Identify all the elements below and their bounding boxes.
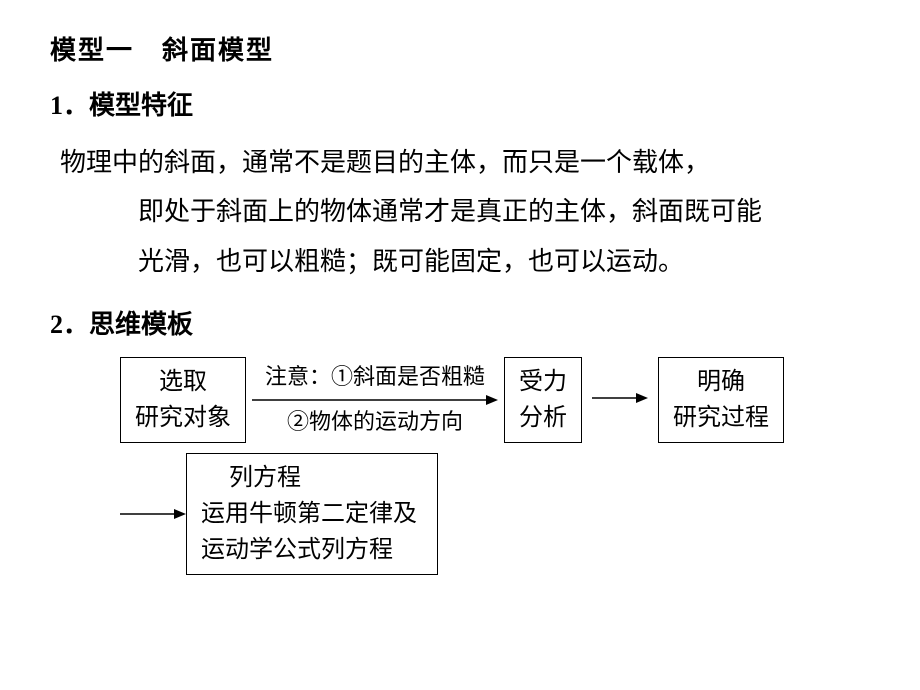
- section-1-heading: 1．模型特征: [50, 85, 870, 122]
- flow-box-select: 选取 研究对象: [120, 357, 246, 443]
- body-line-3: 光滑，也可以粗糙；既可能固定，也可以运动。: [60, 237, 870, 286]
- flow-box-equation: 列方程 运用牛顿第二定律及 运动学公式列方程: [186, 453, 438, 575]
- arrow-with-label: 注意：①斜面是否粗糙 ②物体的运动方向: [252, 362, 498, 438]
- flow-box-process: 明确 研究过程: [658, 357, 784, 443]
- box2-line1: 受力: [519, 369, 567, 395]
- arrow-label-line2: ②物体的运动方向: [287, 407, 463, 438]
- page-title: 模型一 斜面模型: [50, 30, 870, 67]
- box4-line1: 列方程: [201, 460, 417, 496]
- flow-box-force: 受力 分析: [504, 357, 582, 443]
- flow-row-1: 选取 研究对象 注意：①斜面是否粗糙 ②物体的运动方向 受力 分析 明确 研究过…: [120, 357, 870, 443]
- box4-line2: 运用牛顿第二定律及: [201, 501, 417, 527]
- arrow-right-icon: [592, 391, 648, 405]
- flowchart: 选取 研究对象 注意：①斜面是否粗糙 ②物体的运动方向 受力 分析 明确 研究过…: [50, 357, 870, 575]
- box3-line2: 研究过程: [673, 405, 769, 431]
- section-1-body: 物理中的斜面，通常不是题目的主体，而只是一个载体， 即处于斜面上的物体通常才是真…: [50, 138, 870, 286]
- box4-line3: 运动学公式列方程: [201, 537, 393, 563]
- continuation-arrow: [120, 507, 186, 521]
- arrow-simple-1: [592, 391, 648, 410]
- body-line-2: 即处于斜面上的物体通常才是真正的主体，斜面既可能: [60, 187, 870, 236]
- box1-line2: 研究对象: [135, 405, 231, 431]
- box3-line1: 明确: [697, 369, 745, 395]
- body-line-1: 物理中的斜面，通常不是题目的主体，而只是一个载体，: [60, 148, 710, 177]
- arrow-right-icon: [120, 507, 186, 521]
- section-2-heading: 2．思维模板: [50, 304, 870, 341]
- box1-line1: 选取: [159, 369, 207, 395]
- flow-row-2: 列方程 运用牛顿第二定律及 运动学公式列方程: [120, 453, 870, 575]
- arrow-right-icon: [252, 393, 498, 407]
- arrow-label-line1: 注意：①斜面是否粗糙: [265, 362, 485, 393]
- box2-line2: 分析: [519, 405, 567, 431]
